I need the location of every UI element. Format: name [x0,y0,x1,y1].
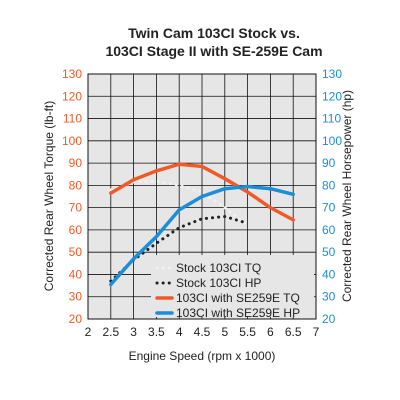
x-tick-label-4: 4 [176,325,183,339]
x-tick-label-7: 5.5 [239,325,256,339]
x-tick-label-1: 2.5 [102,325,119,339]
left-y-tick-label-11: 130 [62,67,82,81]
legend-label-3: 103CI with SE259E HP [176,306,300,320]
x-tick-label-9: 6.5 [285,325,302,339]
right-y-tick-label-2: 40 [322,267,336,281]
legend-background [151,255,314,317]
right-y-axis-ticks: 20 30 40 50 60 70 80 90 100 110 120 130 [322,67,342,326]
left-y-tick-label-3: 50 [69,245,83,259]
legend-label-0: Stock 103CI TQ [176,261,261,275]
left-y-tick-label-8: 100 [62,134,82,148]
left-y-tick-label-6: 80 [69,178,83,192]
x-tick-label-3: 3.5 [148,325,165,339]
right-y-tick-label-0: 20 [322,312,336,326]
x-tick-label-5: 4.5 [194,325,211,339]
series-line-103ci-with-se259e-hp [109,184,295,287]
series-line-103ci-with-se259e-tq [109,162,295,222]
right-y-tick-label-4: 60 [322,223,336,237]
left-y-tick-label-0: 20 [69,312,83,326]
legend-label-1: Stock 103CI HP [176,276,261,290]
series-line-stock-103ci-tq [109,179,250,227]
x-tick-label-8: 6 [267,325,274,339]
left-y-axis-label: Corrected Rear Wheel Torque (lb-ft) [42,101,56,292]
x-tick-label-6: 5 [221,325,228,339]
right-y-tick-label-5: 70 [322,201,336,215]
left-y-tick-label-7: 90 [69,156,83,170]
left-y-tick-label-9: 110 [63,112,82,126]
x-axis-label: Engine Speed (rpm x 1000) [129,349,276,363]
legend-label-2: 103CI with SE259E TQ [176,291,300,305]
chart-title-line-1: Twin Cam 103CI Stock vs. [128,25,300,41]
left-y-tick-label-2: 40 [69,267,83,281]
right-y-tick-label-9: 110 [322,112,341,126]
left-y-tick-label-10: 120 [62,89,82,103]
x-tick-label-0: 2 [85,325,92,339]
left-y-tick-label-4: 60 [69,223,83,237]
x-tick-label-2: 3 [130,325,137,339]
x-tick-label-10: 7 [313,325,320,339]
right-y-axis-label: Corrected Rear Wheel Horsepower (hp) [340,90,354,302]
right-y-tick-label-11: 130 [322,67,342,81]
right-y-tick-label-8: 100 [322,134,342,148]
left-y-tick-label-1: 30 [69,290,83,304]
right-y-tick-label-10: 120 [322,89,342,103]
series-layer [109,162,295,287]
x-axis-ticks: 2 2.5 3 3.5 4 4.5 5 5.5 6 6.5 7 [85,325,320,339]
plot-border [87,73,317,320]
right-y-tick-label-7: 90 [322,156,336,170]
left-y-tick-label-5: 70 [69,201,83,215]
right-y-tick-label-1: 30 [322,290,336,304]
right-y-tick-label-6: 80 [322,178,336,192]
right-y-tick-label-3: 50 [322,245,336,259]
left-y-axis-ticks: 20 30 40 50 60 70 80 90 100 110 120 130 [62,67,82,326]
chart-title-line-2: 103CI Stage II with SE-259E Cam [105,43,322,59]
